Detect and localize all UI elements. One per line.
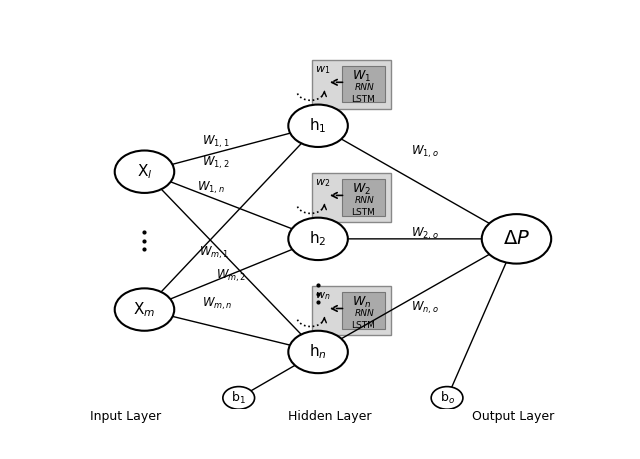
Text: w$_1$: w$_1$ xyxy=(315,64,330,76)
Text: Output Layer: Output Layer xyxy=(472,409,554,423)
Circle shape xyxy=(115,151,174,193)
Circle shape xyxy=(431,386,463,409)
Text: W$_{1,o}$: W$_{1,o}$ xyxy=(412,144,439,161)
Text: LSTM: LSTM xyxy=(351,208,375,217)
Text: Input Layer: Input Layer xyxy=(90,409,161,423)
FancyBboxPatch shape xyxy=(312,286,391,335)
Text: h$_n$: h$_n$ xyxy=(309,342,327,361)
Text: X$_l$: X$_l$ xyxy=(137,162,152,181)
Circle shape xyxy=(288,105,348,147)
Text: LSTM: LSTM xyxy=(351,321,375,330)
Text: W$_{2,o}$: W$_{2,o}$ xyxy=(412,225,439,242)
Text: LSTM: LSTM xyxy=(351,95,375,104)
Text: b$_o$: b$_o$ xyxy=(440,390,454,406)
Text: W$_{m,1}$: W$_{m,1}$ xyxy=(199,245,230,261)
Text: W$_2$: W$_2$ xyxy=(352,182,371,197)
Text: RNN: RNN xyxy=(355,196,374,205)
Text: h$_2$: h$_2$ xyxy=(309,230,327,248)
Text: W$_{1,n}$: W$_{1,n}$ xyxy=(196,179,225,196)
Text: Hidden Layer: Hidden Layer xyxy=(288,409,372,423)
FancyBboxPatch shape xyxy=(342,292,385,329)
FancyBboxPatch shape xyxy=(342,66,385,102)
Text: W$_1$: W$_1$ xyxy=(352,69,371,84)
Circle shape xyxy=(223,386,255,409)
FancyBboxPatch shape xyxy=(312,173,391,222)
FancyBboxPatch shape xyxy=(312,60,391,109)
Text: W$_{m,n}$: W$_{m,n}$ xyxy=(202,296,232,313)
Text: W$_{m,2}$: W$_{m,2}$ xyxy=(216,268,247,284)
Text: X$_m$: X$_m$ xyxy=(133,300,156,319)
Text: W$_{1,1}$: W$_{1,1}$ xyxy=(202,134,229,150)
Text: $\Delta P$: $\Delta P$ xyxy=(503,230,530,248)
Text: h$_1$: h$_1$ xyxy=(309,117,327,135)
Circle shape xyxy=(288,331,348,373)
Text: RNN: RNN xyxy=(355,83,374,92)
Text: W$_{1,2}$: W$_{1,2}$ xyxy=(202,155,229,171)
Circle shape xyxy=(115,288,174,331)
Text: W$_n$: W$_n$ xyxy=(352,295,371,310)
Text: w$_2$: w$_2$ xyxy=(315,177,330,189)
Text: RNN: RNN xyxy=(355,309,374,318)
Text: w$_n$: w$_n$ xyxy=(315,290,330,302)
Circle shape xyxy=(482,214,551,263)
Circle shape xyxy=(288,218,348,260)
Text: W$_{n,o}$: W$_{n,o}$ xyxy=(412,300,439,316)
FancyBboxPatch shape xyxy=(342,179,385,216)
Text: b$_1$: b$_1$ xyxy=(231,390,246,406)
